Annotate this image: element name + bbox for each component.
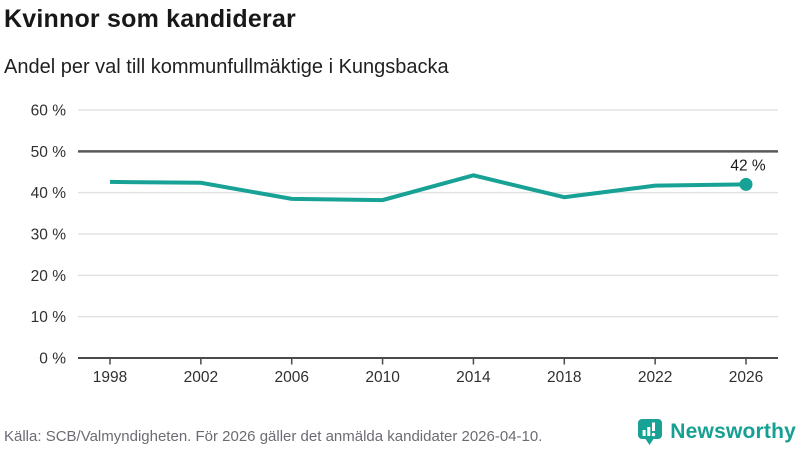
newsworthy-wordmark: Newsworthy <box>670 420 796 443</box>
svg-text:2006: 2006 <box>274 369 308 386</box>
chart-title: Kvinnor som kandiderar <box>4 5 296 33</box>
svg-text:2010: 2010 <box>365 369 400 386</box>
svg-text:60 %: 60 % <box>31 103 67 120</box>
line-chart: 0 % 10 % 20 % 30 % 40 % 50 % 60 % 1998 2002 2006 2… <box>31 103 778 386</box>
svg-text:2022: 2022 <box>638 369 672 386</box>
svg-text:42 %: 42 % <box>730 157 766 174</box>
svg-text:30 %: 30 % <box>31 227 67 244</box>
svg-text:10 %: 10 % <box>31 309 67 326</box>
svg-text:2002: 2002 <box>184 369 218 386</box>
svg-text:20 %: 20 % <box>31 268 67 285</box>
svg-text:50 %: 50 % <box>31 144 67 161</box>
chart-subtitle: Andel per val till kommunfullmäktige i K… <box>4 56 449 78</box>
svg-text:40 %: 40 % <box>31 185 67 202</box>
svg-text:2014: 2014 <box>456 369 491 386</box>
newsworthy-logo: Newsworthy <box>637 417 796 447</box>
svg-text:0 %: 0 % <box>39 351 66 368</box>
newsworthy-icon <box>638 419 663 445</box>
source-note: Källa: SCB/Valmyndigheten. För 2026 gäll… <box>4 428 543 445</box>
svg-text:2018: 2018 <box>547 369 581 386</box>
svg-text:1998: 1998 <box>93 369 127 386</box>
svg-text:2026: 2026 <box>729 369 763 386</box>
